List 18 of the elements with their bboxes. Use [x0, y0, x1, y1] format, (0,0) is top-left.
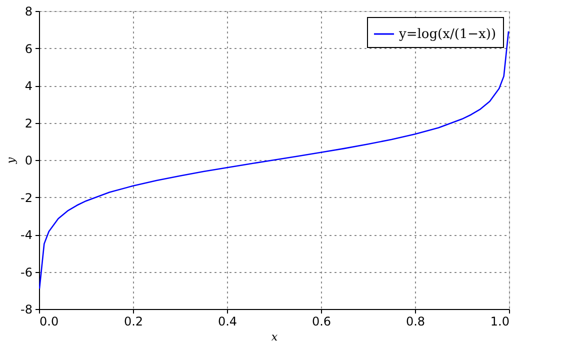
y-tick-label: 4 — [24, 79, 32, 93]
y-tick-label: 8 — [24, 4, 32, 18]
y-tick-label: -2 — [20, 190, 32, 205]
y-tick-label: -4 — [20, 228, 32, 242]
x-tick-label: 0.0 — [40, 314, 59, 328]
x-tick-label: 1.0 — [490, 314, 510, 328]
y-tick-label: 6 — [24, 42, 32, 56]
y-tick-label: -6 — [20, 265, 32, 280]
x-tick-label: 0.6 — [312, 314, 332, 328]
y-tick-label: -8 — [20, 302, 32, 316]
x-axis-title: x — [271, 330, 278, 344]
y-tick-label: 0 — [24, 154, 32, 168]
x-tick-label: 0.2 — [124, 314, 144, 328]
y-tick-label: 2 — [24, 116, 32, 130]
x-tick-label: 0.4 — [218, 314, 238, 328]
y-axis-title: y — [4, 156, 18, 165]
x-tick-label: 0.8 — [406, 314, 426, 328]
legend-label: y=log(x/(1−x)) — [398, 27, 496, 42]
